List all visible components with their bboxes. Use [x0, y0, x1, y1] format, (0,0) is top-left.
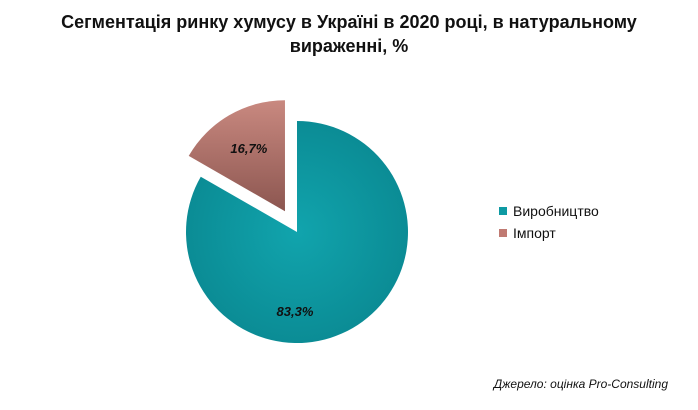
- legend-item-production: Виробництво: [499, 200, 599, 222]
- pie-slice-production: [185, 121, 408, 344]
- legend-item-import: Імпорт: [499, 222, 599, 244]
- pie-slice-import: [188, 100, 285, 212]
- legend-label-production: Виробництво: [513, 203, 599, 219]
- source-note: Джерело: оцінка Pro-Consulting: [493, 377, 668, 391]
- legend: Виробництво Імпорт: [499, 200, 599, 244]
- data-label-import: 16,7%: [230, 141, 267, 156]
- chart-title: Сегментація ринку хумусу в Україні в 202…: [61, 12, 637, 56]
- data-label-production: 83,3%: [277, 304, 314, 319]
- legend-swatch-import: [499, 229, 507, 237]
- legend-swatch-production: [499, 207, 507, 215]
- legend-label-import: Імпорт: [513, 225, 556, 241]
